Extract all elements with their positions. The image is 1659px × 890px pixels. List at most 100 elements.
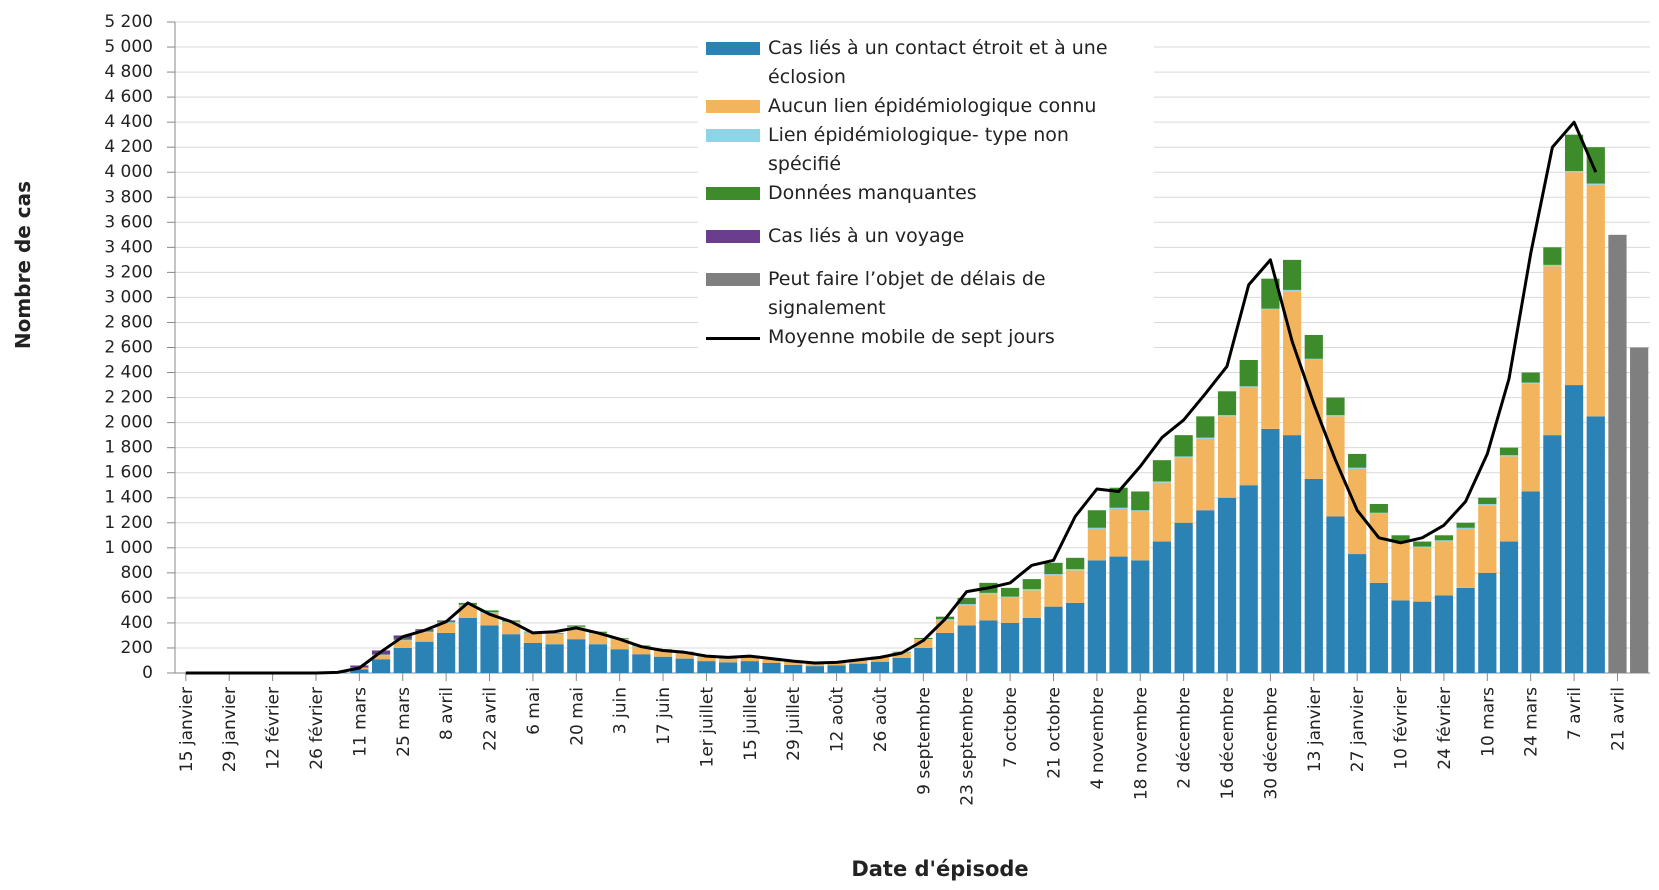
bar-segment (1391, 535, 1410, 542)
bar-segment (1131, 491, 1150, 511)
bar-segment (1521, 382, 1540, 384)
legend-swatch (706, 100, 760, 113)
bar-segment (1174, 457, 1193, 523)
bar-segment (1066, 602, 1085, 673)
bar-segment (1152, 482, 1172, 542)
legend-item: Moyenne mobile de sept jours (706, 323, 1146, 352)
bar-segment (610, 649, 629, 673)
bar-segment (957, 604, 976, 606)
bar-segment (762, 662, 781, 673)
bar-segment (1369, 514, 1388, 583)
bar-segment (740, 656, 759, 662)
bar-segment (1196, 437, 1215, 439)
x-tick-label: 26 août (871, 687, 891, 753)
y-tick-label: 4 200 (104, 137, 153, 157)
bar-segment (502, 622, 521, 635)
x-tick-label: 3 juin (611, 687, 631, 734)
x-tick-label: 10 mars (1478, 687, 1498, 757)
legend-item: Données manquantes (706, 179, 1146, 208)
bar-segment (437, 632, 456, 673)
x-tick-label: 22 avril (481, 687, 501, 751)
bar-segment (1369, 582, 1388, 673)
x-tick-label: 27 janvier (1348, 687, 1368, 772)
bar-segment (1022, 590, 1041, 618)
bar-segment (632, 654, 651, 673)
bar-segment (588, 644, 608, 673)
legend-label: Lien épidémiologique- type non spécifié (768, 124, 1069, 175)
x-tick-label: 21 octobre (1044, 687, 1064, 779)
legend-swatch (706, 273, 760, 286)
bar-segment (1109, 487, 1128, 508)
legend-swatch (706, 337, 760, 340)
bar-segment (1152, 481, 1172, 483)
bar-segment (719, 657, 738, 663)
bar-segment (1391, 542, 1410, 601)
bar-segment (1543, 435, 1562, 673)
bar-segment (1217, 391, 1237, 416)
bar-segment (1261, 309, 1280, 429)
bar-segment (1001, 622, 1020, 673)
bar-segment (1369, 512, 1388, 515)
bar-segment (1282, 435, 1302, 673)
x-tick-label: 23 septembre (958, 687, 978, 806)
bar-segment (1239, 360, 1258, 387)
bar-segment (1586, 147, 1605, 184)
y-tick-label: 3 200 (104, 262, 153, 282)
bar-segment (1478, 497, 1497, 504)
bar-segment (805, 666, 824, 673)
bar-segment (1152, 460, 1172, 482)
bar-segment (1239, 386, 1258, 388)
x-tick-label: 17 juin (654, 687, 674, 745)
bar-segment (827, 662, 846, 666)
bar-segment (675, 658, 694, 673)
x-tick-label: 10 février (1392, 687, 1412, 770)
bar-segment (957, 625, 976, 673)
bar-segment (567, 627, 586, 640)
bar-segment (1434, 541, 1454, 596)
bar-segment (1434, 540, 1454, 542)
bar-segment (1282, 289, 1302, 292)
y-tick-label: 400 (121, 613, 153, 633)
bar-segment (415, 632, 434, 642)
bar-segment (1022, 579, 1041, 590)
bar-segment (1044, 574, 1063, 576)
x-tick-label: 7 avril (1565, 687, 1585, 740)
bar-segment (892, 652, 911, 658)
bar-segment (1109, 507, 1128, 509)
bar-segment (1499, 456, 1519, 542)
bar-segment (415, 641, 434, 673)
bar-segment (1131, 560, 1150, 673)
bar-segment (914, 639, 933, 648)
bar-segment (1282, 259, 1302, 290)
bar-segment (979, 620, 998, 673)
bar-segment (1564, 385, 1584, 673)
y-tick-label: 3 400 (104, 237, 153, 257)
bar-segment (697, 661, 716, 673)
bar-segment (371, 655, 391, 660)
bar-segment (1456, 527, 1475, 530)
bar-segment (1326, 416, 1345, 517)
bar-segment (1174, 456, 1193, 458)
bar-segment (1543, 266, 1562, 436)
bar-segment (849, 663, 868, 673)
bar-segment (1499, 447, 1519, 456)
bar-segment (371, 659, 391, 673)
bar-segment (1001, 597, 1020, 623)
x-tick-label: 12 août (828, 687, 848, 753)
y-tick-label: 4 800 (104, 62, 153, 82)
bar-segment (1261, 308, 1280, 310)
legend-label: Cas liés à un voyage (768, 225, 965, 247)
bar-segment (979, 594, 998, 621)
y-tick-label: 2 200 (104, 388, 153, 408)
y-tick-label: 4 000 (104, 162, 153, 182)
legend-swatch (706, 230, 760, 243)
bar-segment (523, 632, 543, 643)
bar-segment (1304, 478, 1323, 673)
x-tick-label: 24 février (1435, 687, 1455, 770)
x-axis-title: Date d'épisode (851, 857, 1028, 881)
bar-segment (1174, 435, 1193, 457)
legend-label: Données manquantes (768, 182, 977, 204)
bar-segment (1174, 522, 1193, 673)
bar-segment (610, 639, 629, 650)
